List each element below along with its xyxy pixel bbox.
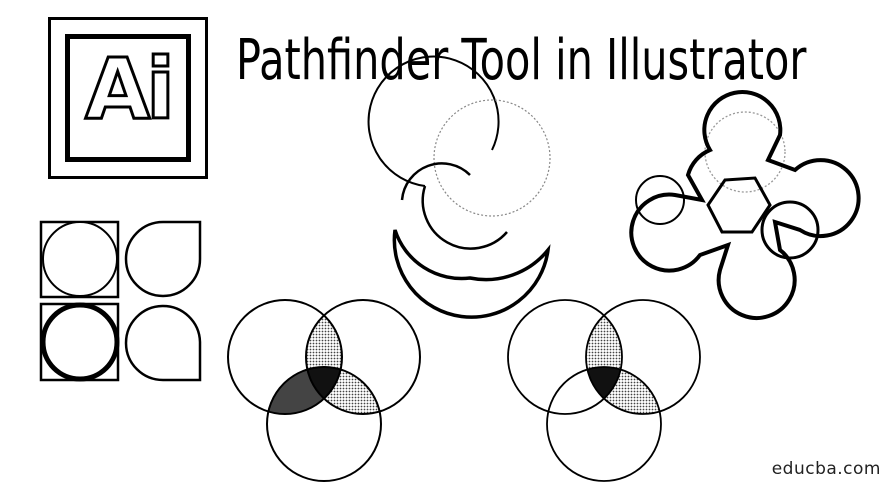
shape-teardrop [124,220,202,298]
venn-diagram-a [227,299,421,482]
illustrator-logo: Ai [48,17,208,179]
shape-grid [39,220,202,382]
shape-ring-square [39,302,120,382]
knot-shape [629,90,861,320]
shape-circle-square [39,220,120,299]
illustrator-logo-frame: Ai [65,34,191,162]
swirl-shape [367,55,551,319]
illustrator-logo-text: Ai [84,40,177,138]
shape-circle-corner [124,304,202,382]
venn-diagram-b [507,299,701,482]
watermark: educba.com [771,459,881,479]
